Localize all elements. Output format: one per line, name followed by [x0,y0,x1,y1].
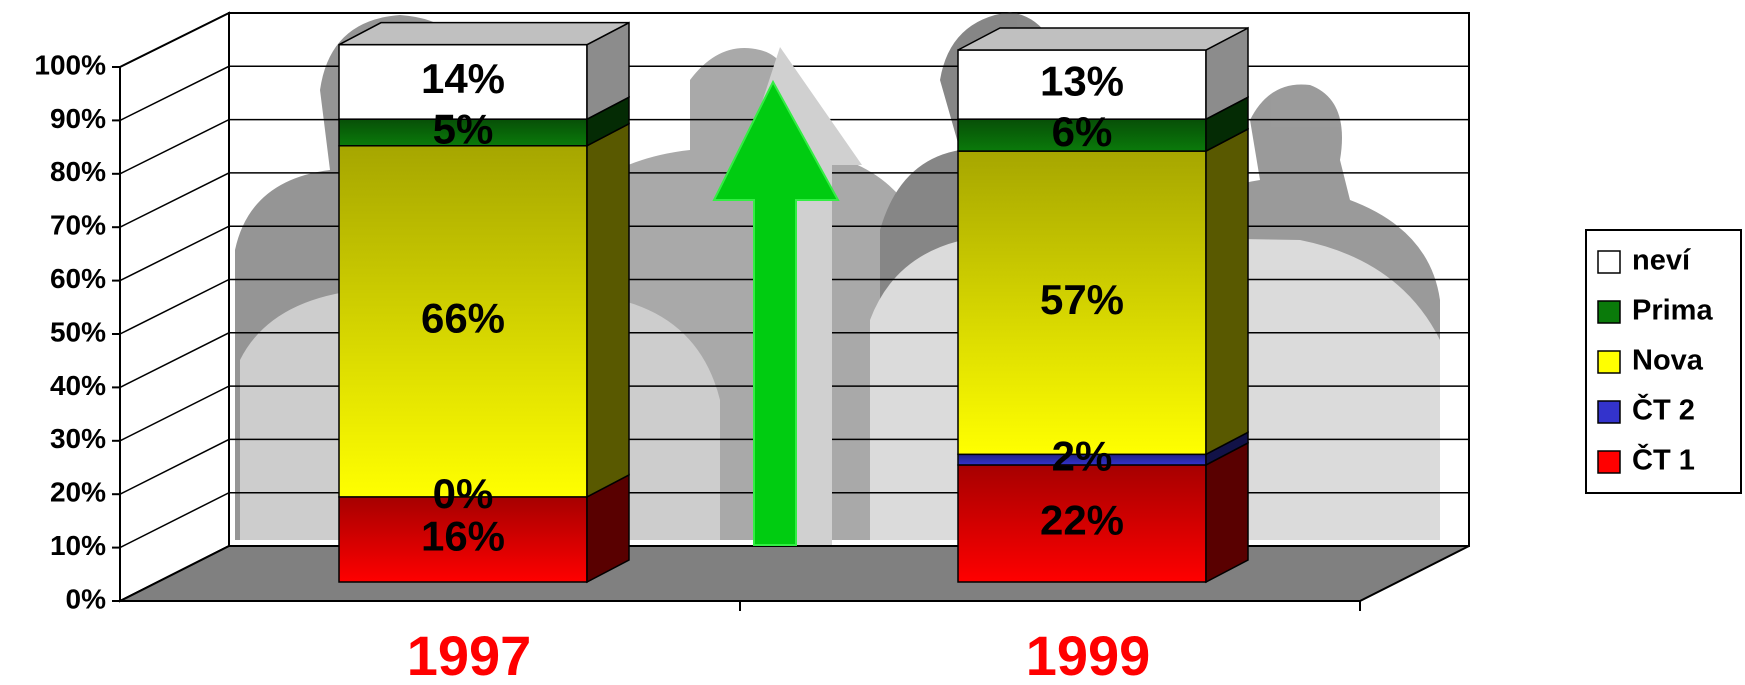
arrow [712,47,862,546]
bar-top [338,21,630,46]
data-label: 6% [1052,108,1113,155]
x-tick-label: 1997 [407,624,532,685]
y-tick-label: 10% [50,530,106,561]
grid-line [119,12,1469,68]
y-tick-label: 50% [50,316,106,347]
bar-segment [957,49,1207,120]
bar-segment [957,464,1207,583]
y-tick-label: 70% [50,210,106,241]
data-label: 5% [433,106,494,153]
y-tick-label: 80% [50,156,106,187]
y-tick-label: 90% [50,103,106,134]
data-label: 0% [433,470,494,517]
data-label: 2% [1052,433,1113,480]
legend-swatch [1597,350,1621,374]
x-tick-label: 1999 [1026,624,1151,685]
legend-swatch [1597,450,1621,474]
data-label: 14% [421,55,505,102]
legend-label: Prima [1632,295,1713,327]
bars: 16%0% 66% 5%14% 22% 2% 57% 6%13% [338,21,1249,584]
legend-label: neví [1632,245,1691,277]
bar-top [957,27,1249,51]
legend-swatch [1597,250,1621,274]
y-tick-label: 60% [50,263,106,294]
bar-segment [338,496,588,583]
y-tick-label: 40% [50,370,106,401]
legend-swatch [1597,400,1621,424]
legend-label: Nova [1632,345,1704,377]
data-label: 66% [421,294,505,341]
bar-segment [338,118,588,147]
floor [119,545,1470,602]
legend-label: ČT 2 [1632,393,1695,427]
bar-side [1205,127,1249,456]
data-label: 57% [1040,276,1124,323]
bar-segment [338,145,588,498]
data-label: 22% [1040,497,1124,544]
bar-segment [338,43,588,120]
data-label: 16% [421,513,505,560]
legend: ČT 1 ČT 2 Nova Prima neví [1585,229,1742,494]
y-tick-label: 0% [66,583,107,614]
y-tick-label: 30% [50,423,106,454]
data-label: 13% [1040,58,1124,105]
y-tick-label: 100% [34,49,106,80]
bar-segment [957,150,1207,456]
legend-label: ČT 1 [1632,443,1695,477]
bar-segment [957,118,1207,152]
legend-swatch [1597,300,1621,324]
y-tick-label: 20% [50,477,106,508]
bar-side [586,122,630,499]
bar-side [1205,441,1249,584]
